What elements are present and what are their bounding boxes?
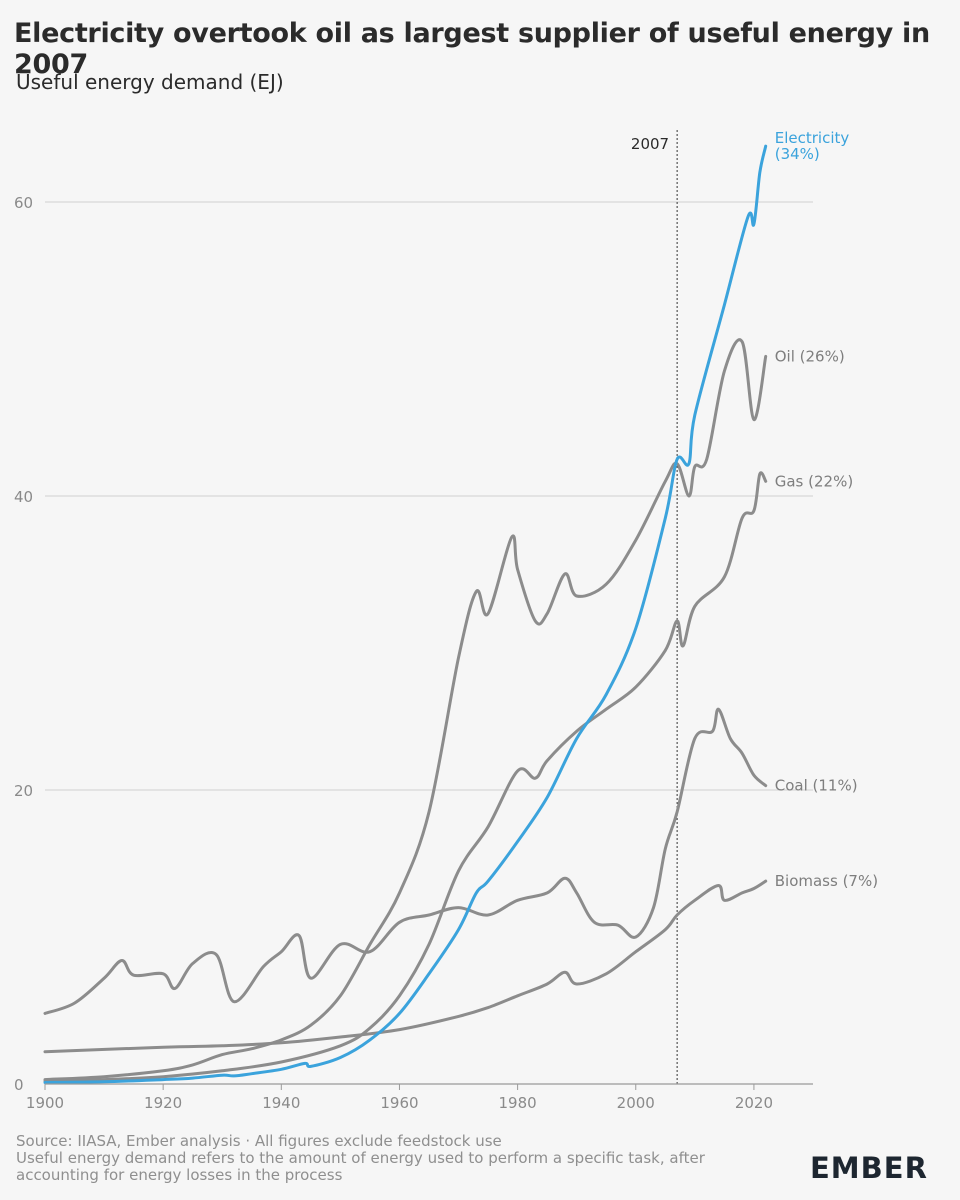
y-tick-label-40: 40 <box>14 488 33 506</box>
series-label-gas: Gas (22%) <box>775 472 853 490</box>
x-tick-label-1900: 1900 <box>26 1094 64 1112</box>
definition-note-line-1: Useful energy demand refers to the amoun… <box>16 1149 705 1167</box>
x-axis: 1900 1920 1940 1960 1980 2000 2020 <box>26 1083 813 1112</box>
footer: Source: IIASA, Ember analysis · All figu… <box>16 1133 705 1184</box>
y-tick-label-20: 20 <box>14 782 33 800</box>
chart-subtitle: Useful energy demand (EJ) <box>16 70 284 94</box>
series-label-electricity-line-1: Electricity <box>775 129 850 147</box>
series-line-oil <box>43 338 768 1082</box>
definition-note-line-2: accounting for energy losses in the proc… <box>16 1166 343 1184</box>
x-tick-label-2020: 2020 <box>735 1094 773 1112</box>
series-label-coal: Coal (11%) <box>775 777 858 795</box>
x-tick-label-2000: 2000 <box>617 1094 655 1112</box>
series-line-biomass <box>43 879 768 1054</box>
series-label-oil: Oil (26%) <box>775 347 845 365</box>
y-tick-label-0: 0 <box>14 1076 24 1094</box>
source-note: Source: IIASA, Ember analysis · All figu… <box>16 1132 502 1150</box>
x-tick-label-1980: 1980 <box>499 1094 537 1112</box>
series-line-electricity <box>43 144 768 1084</box>
series-labels: Electricity (34%) Oil (26%) Gas (22%) Coal (… <box>775 129 878 890</box>
series-label-electricity-line-2: (34%) <box>775 145 820 163</box>
series-lines <box>43 144 768 1084</box>
x-tick-label-1940: 1940 <box>262 1094 300 1112</box>
x-tick-label-1960: 1960 <box>380 1094 418 1112</box>
gridlines: 0 20 40 60 <box>14 194 813 1094</box>
ember-logo: EMBER <box>810 1151 928 1185</box>
series-line-gas <box>43 471 768 1083</box>
series-line-coal <box>43 707 768 1015</box>
series-label-biomass: Biomass (7%) <box>775 872 878 890</box>
chart-title: Electricity overtook oil as largest supp… <box>14 18 930 80</box>
year-annotation: 2007 <box>631 130 678 1084</box>
series-label-electricity: Electricity (34%) <box>775 129 850 163</box>
x-tick-label-1920: 1920 <box>144 1094 182 1112</box>
annotation-label-2007: 2007 <box>631 135 669 153</box>
y-tick-label-60: 60 <box>14 194 33 212</box>
